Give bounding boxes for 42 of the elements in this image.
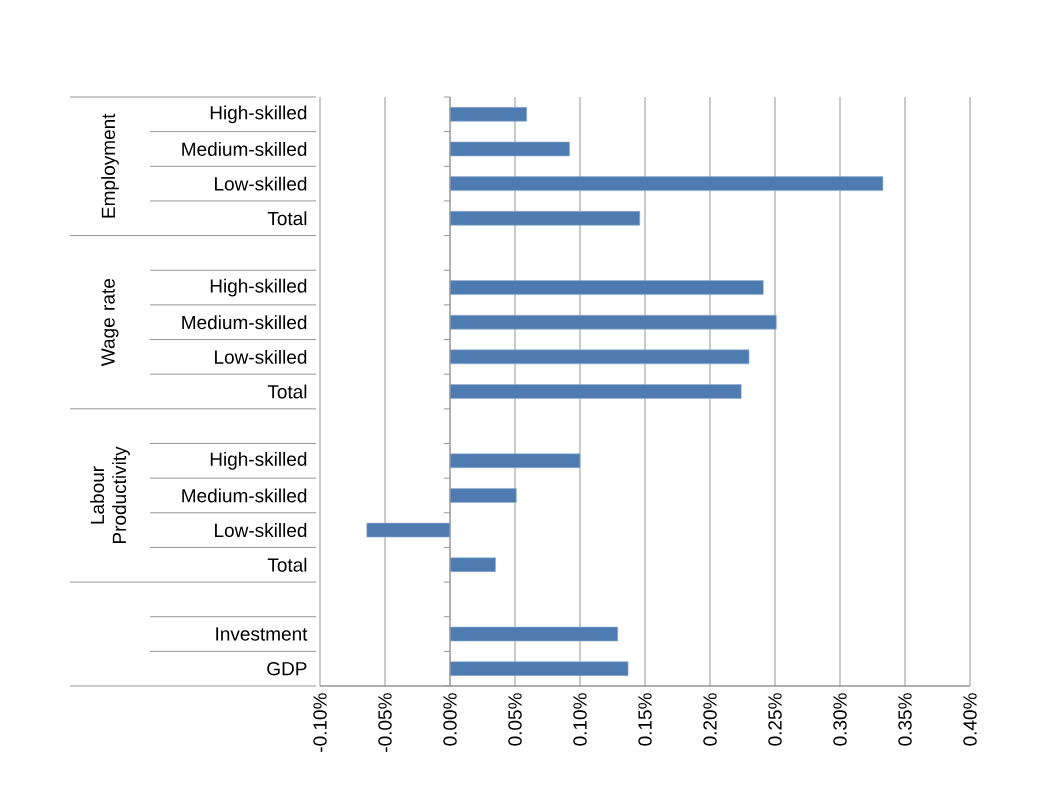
y-tick-label: Total [267,384,307,399]
bar [449,107,527,122]
y-tick-label: Investment [216,627,308,641]
x-tick-label: 0.05% [508,693,522,746]
bar [449,314,777,330]
y-tick-label: High-skilled [210,451,307,470]
bar [449,453,581,469]
y-tick-label: High-skilled [210,278,307,297]
x-tick-label: 0.35% [898,693,912,746]
x-tick-label: 0.25% [768,693,782,746]
y-tick-label: Low-skilled [215,523,307,538]
y-tick-label: GDP [267,661,307,676]
text: Employment [101,113,119,218]
bar [366,522,451,538]
bar [449,176,884,191]
bar [449,210,641,226]
bar [449,661,629,676]
bar [449,384,742,399]
x-tick-label: 0.15% [638,693,652,746]
y-tick-label: Total [267,211,307,226]
y-tick-label: Low-skilled [215,176,307,191]
bar [449,557,496,573]
bar [449,488,517,503]
x-tick-label: 0.40% [963,693,977,746]
x-tick-label: -0.10% [313,693,327,752]
y-tick-label: Low-skilled [215,349,307,364]
bar [449,141,570,157]
x-tick-label: 0.20% [703,693,717,746]
x-tick-label: 0.30% [833,693,847,746]
y-tick-label: Medium-skilled [182,142,307,156]
y-tick-label: Medium-skilled [182,315,307,330]
text: Labour Productivity [90,446,130,543]
text: Wage rate [101,279,119,367]
y-tick-label: Total [267,557,307,572]
bar [449,626,618,642]
x-tick-label: 0.00% [443,693,457,746]
x-tick-label: 0.10% [573,693,587,746]
x-tick-label: -0.05% [378,693,392,752]
y-tick-label: High-skilled [210,105,307,124]
bar [449,349,750,365]
y-tick-label: Medium-skilled [182,488,307,503]
bar [449,280,764,295]
